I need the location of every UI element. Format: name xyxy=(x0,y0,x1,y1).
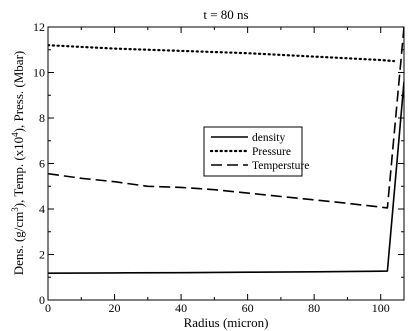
y-tick-label: 10 xyxy=(33,66,45,80)
series-line-tempersture xyxy=(48,27,404,209)
legend-label-density: density xyxy=(252,132,285,144)
x-axis-title: Radius (micron) xyxy=(184,315,269,330)
x-tick-label: 20 xyxy=(109,301,121,315)
y-axis-title-sup-2: 4 xyxy=(10,132,20,137)
y-tick-label: 4 xyxy=(39,202,45,216)
x-tick-label: 80 xyxy=(308,301,320,315)
y-axis-title-part-3: ), Press. (Mbar) xyxy=(11,51,26,133)
legend-label-temperature: Tempersture xyxy=(252,160,309,172)
y-axis-title-part-2: ), Temp. (x10 xyxy=(11,137,26,207)
y-tick-label: 0 xyxy=(39,293,45,307)
y-axis-title-sup-1: 3 xyxy=(10,207,20,212)
chart-title: t = 80 ns xyxy=(203,7,248,22)
series-line-density xyxy=(48,81,404,275)
x-tick-label: 40 xyxy=(175,301,187,315)
y-tick-label: 2 xyxy=(39,248,45,262)
x-tick-label: 60 xyxy=(242,301,254,315)
y-axis-title-part-1: Dens. (g/cm xyxy=(11,212,26,276)
legend-label-pressure: Pressure xyxy=(252,146,291,158)
legend: density Pressure Tempersture xyxy=(203,126,309,177)
x-tick-label: 0 xyxy=(45,301,51,315)
y-tick-label: 8 xyxy=(39,111,45,125)
y-tick-label: 12 xyxy=(33,20,45,34)
y-axis-title: Dens. (g/cm3), Temp. (x104), Press. (Mba… xyxy=(10,51,26,275)
x-tick-label: 100 xyxy=(372,301,390,315)
series-line-pressure xyxy=(48,44,396,63)
y-tick-label: 6 xyxy=(39,157,45,171)
